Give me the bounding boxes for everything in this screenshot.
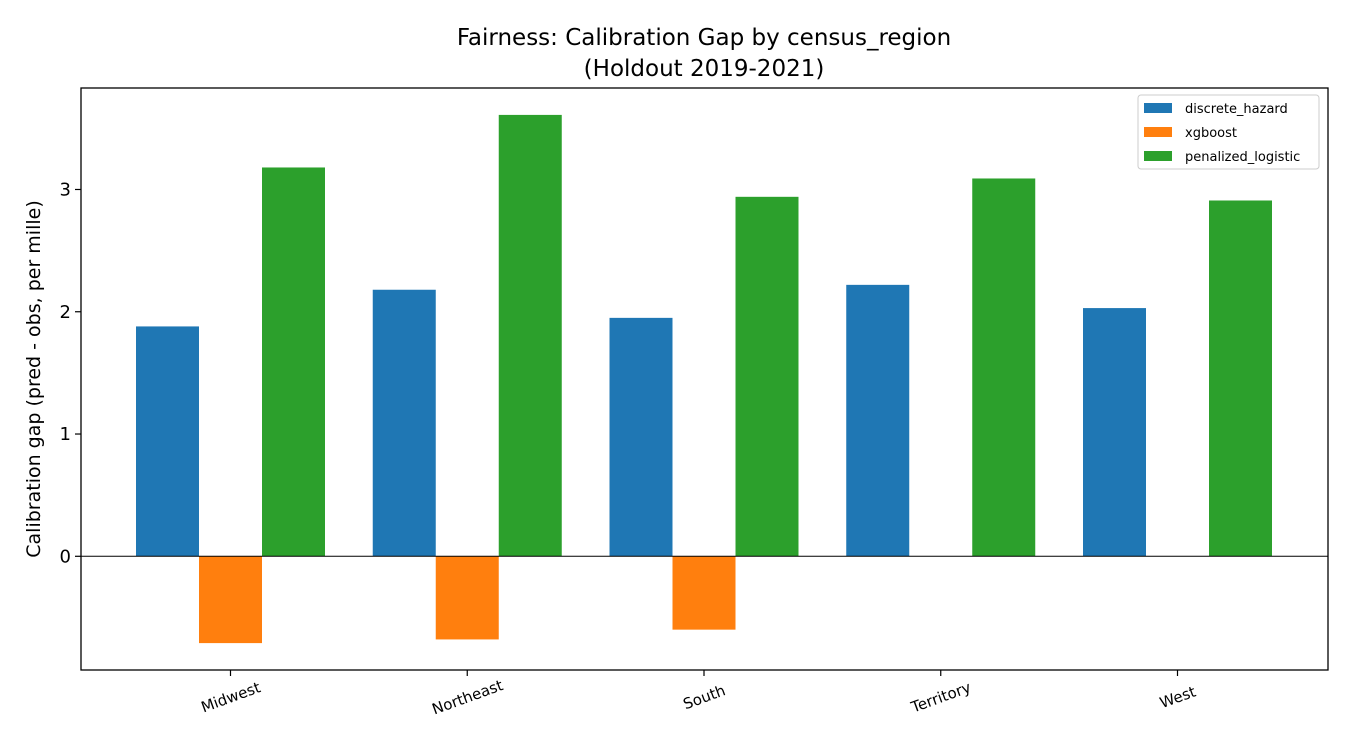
bars-layer bbox=[136, 114, 1272, 644]
plot-frame bbox=[80, 87, 1329, 671]
legend-swatch-penalized_logistic bbox=[1144, 151, 1172, 161]
legend-swatch-xgboost bbox=[1144, 127, 1172, 137]
y-tick-label: 2 bbox=[60, 302, 71, 323]
bar-discrete_hazard-midwest bbox=[136, 326, 199, 557]
y-axis-ticks: 0 1 2 3 bbox=[60, 179, 81, 567]
bar-discrete_hazard-west bbox=[1083, 308, 1146, 557]
x-tick-label-south: South bbox=[681, 681, 728, 713]
y-tick-label: 1 bbox=[60, 424, 71, 445]
bar-discrete_hazard-northeast bbox=[372, 289, 436, 557]
y-tick-label: 0 bbox=[60, 546, 71, 567]
legend-box bbox=[1137, 94, 1320, 170]
bar-xgboost-midwest bbox=[199, 556, 262, 644]
bar-penalized_logistic-midwest bbox=[262, 167, 325, 557]
bar-xgboost-south bbox=[672, 556, 736, 630]
x-tick-label-midwest: Midwest bbox=[199, 678, 263, 716]
x-axis-ticks: Midwest Northeast South Territory West bbox=[199, 670, 1198, 718]
bar-discrete_hazard-south bbox=[609, 317, 673, 557]
bar-penalized_logistic-south bbox=[735, 196, 799, 557]
x-tick-label-territory: Territory bbox=[908, 678, 974, 717]
bar-xgboost-northeast bbox=[435, 556, 499, 640]
bar-penalized_logistic-northeast bbox=[498, 114, 562, 557]
x-tick-label-northeast: Northeast bbox=[430, 676, 506, 718]
x-tick-label-west: West bbox=[1157, 682, 1198, 712]
chart-subtitle: (Holdout 2019-2021) bbox=[584, 56, 825, 82]
legend-label-discrete_hazard: discrete_hazard bbox=[1185, 102, 1288, 117]
chart-title: Fairness: Calibration Gap by census_regi… bbox=[457, 25, 951, 51]
legend-label-penalized_logistic: penalized_logistic bbox=[1185, 150, 1300, 165]
bar-penalized_logistic-west bbox=[1209, 200, 1272, 557]
legend-label-xgboost: xgboost bbox=[1185, 126, 1237, 141]
legend-swatch-discrete_hazard bbox=[1144, 103, 1172, 113]
bar-penalized_logistic-territory bbox=[972, 178, 1036, 557]
bar-discrete_hazard-territory bbox=[846, 284, 910, 557]
y-axis-label: Calibration gap (pred - obs, per mille) bbox=[23, 200, 45, 557]
y-tick-label: 3 bbox=[60, 179, 71, 200]
